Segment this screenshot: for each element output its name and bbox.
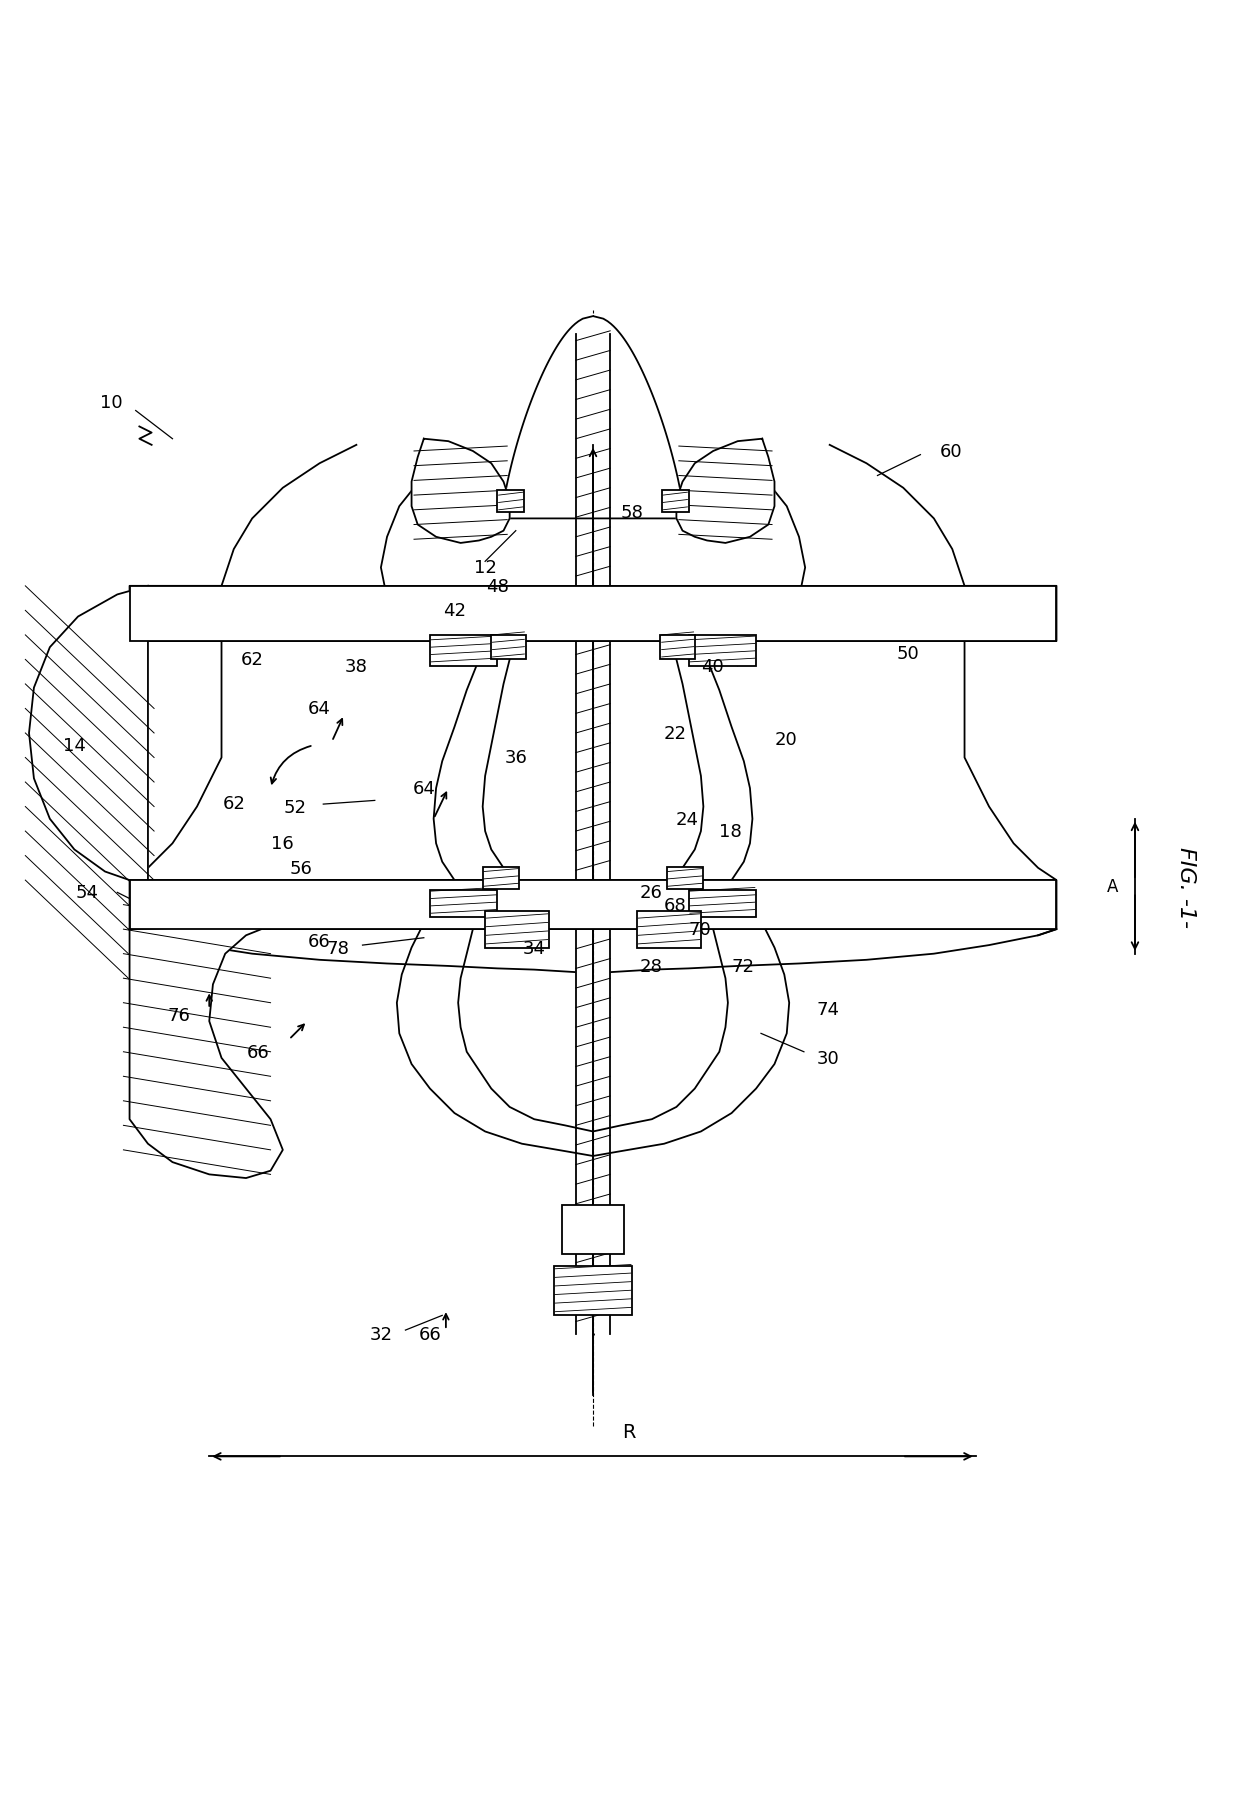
Polygon shape	[501, 316, 684, 520]
Text: A: A	[1107, 877, 1118, 895]
Text: 16: 16	[272, 834, 294, 852]
Text: 60: 60	[940, 442, 962, 460]
Text: 68: 68	[663, 895, 687, 913]
Bar	[129, 586, 1056, 642]
Bar	[554, 1266, 632, 1316]
Text: 52: 52	[284, 798, 306, 816]
Text: 58: 58	[621, 503, 644, 521]
Text: 62: 62	[241, 651, 264, 669]
Text: 40: 40	[701, 658, 723, 676]
Bar	[662, 491, 688, 512]
Text: 22: 22	[663, 725, 687, 743]
Text: 18: 18	[719, 823, 742, 841]
Bar	[485, 912, 549, 948]
Bar	[129, 881, 1056, 930]
Bar	[688, 635, 756, 667]
Polygon shape	[129, 926, 283, 1178]
Text: 20: 20	[774, 730, 797, 748]
Text: 10: 10	[100, 394, 123, 412]
Bar	[497, 491, 525, 512]
Bar	[129, 881, 1056, 930]
Bar	[482, 867, 520, 890]
Text: 42: 42	[443, 602, 466, 620]
Bar	[667, 867, 703, 890]
Text: 30: 30	[817, 1050, 839, 1068]
Text: 66: 66	[419, 1325, 441, 1343]
Text: R: R	[622, 1422, 636, 1442]
Text: 32: 32	[370, 1325, 392, 1343]
Polygon shape	[29, 586, 148, 881]
Text: 34: 34	[523, 939, 546, 957]
Text: 76: 76	[167, 1007, 190, 1025]
Text: 72: 72	[732, 957, 754, 975]
Text: 14: 14	[63, 737, 86, 755]
Text: 38: 38	[345, 658, 368, 676]
Text: 70: 70	[688, 921, 711, 939]
Text: 26: 26	[639, 885, 662, 903]
Polygon shape	[676, 439, 775, 543]
Text: 66: 66	[309, 933, 331, 951]
Text: 66: 66	[247, 1043, 269, 1061]
Bar	[661, 635, 694, 660]
Text: 12: 12	[474, 559, 496, 577]
Text: 24: 24	[676, 811, 699, 829]
Bar	[430, 890, 497, 917]
Text: 36: 36	[505, 750, 527, 768]
Bar	[688, 890, 756, 917]
Text: 64: 64	[413, 780, 435, 798]
Polygon shape	[412, 439, 510, 543]
Text: 50: 50	[897, 645, 920, 663]
Text: 74: 74	[817, 1000, 839, 1018]
Bar	[430, 635, 497, 667]
Text: 28: 28	[639, 957, 662, 975]
Text: 64: 64	[309, 699, 331, 717]
Bar	[491, 635, 526, 660]
Text: 54: 54	[76, 885, 98, 903]
Bar	[129, 586, 1056, 642]
Text: 62: 62	[222, 795, 246, 813]
Text: 78: 78	[326, 939, 350, 957]
Text: FIG. -1-: FIG. -1-	[1177, 847, 1197, 928]
Polygon shape	[29, 586, 148, 881]
Text: 48: 48	[486, 577, 508, 595]
Bar	[637, 912, 701, 948]
Text: 56: 56	[290, 859, 312, 877]
Bar	[563, 1205, 624, 1255]
